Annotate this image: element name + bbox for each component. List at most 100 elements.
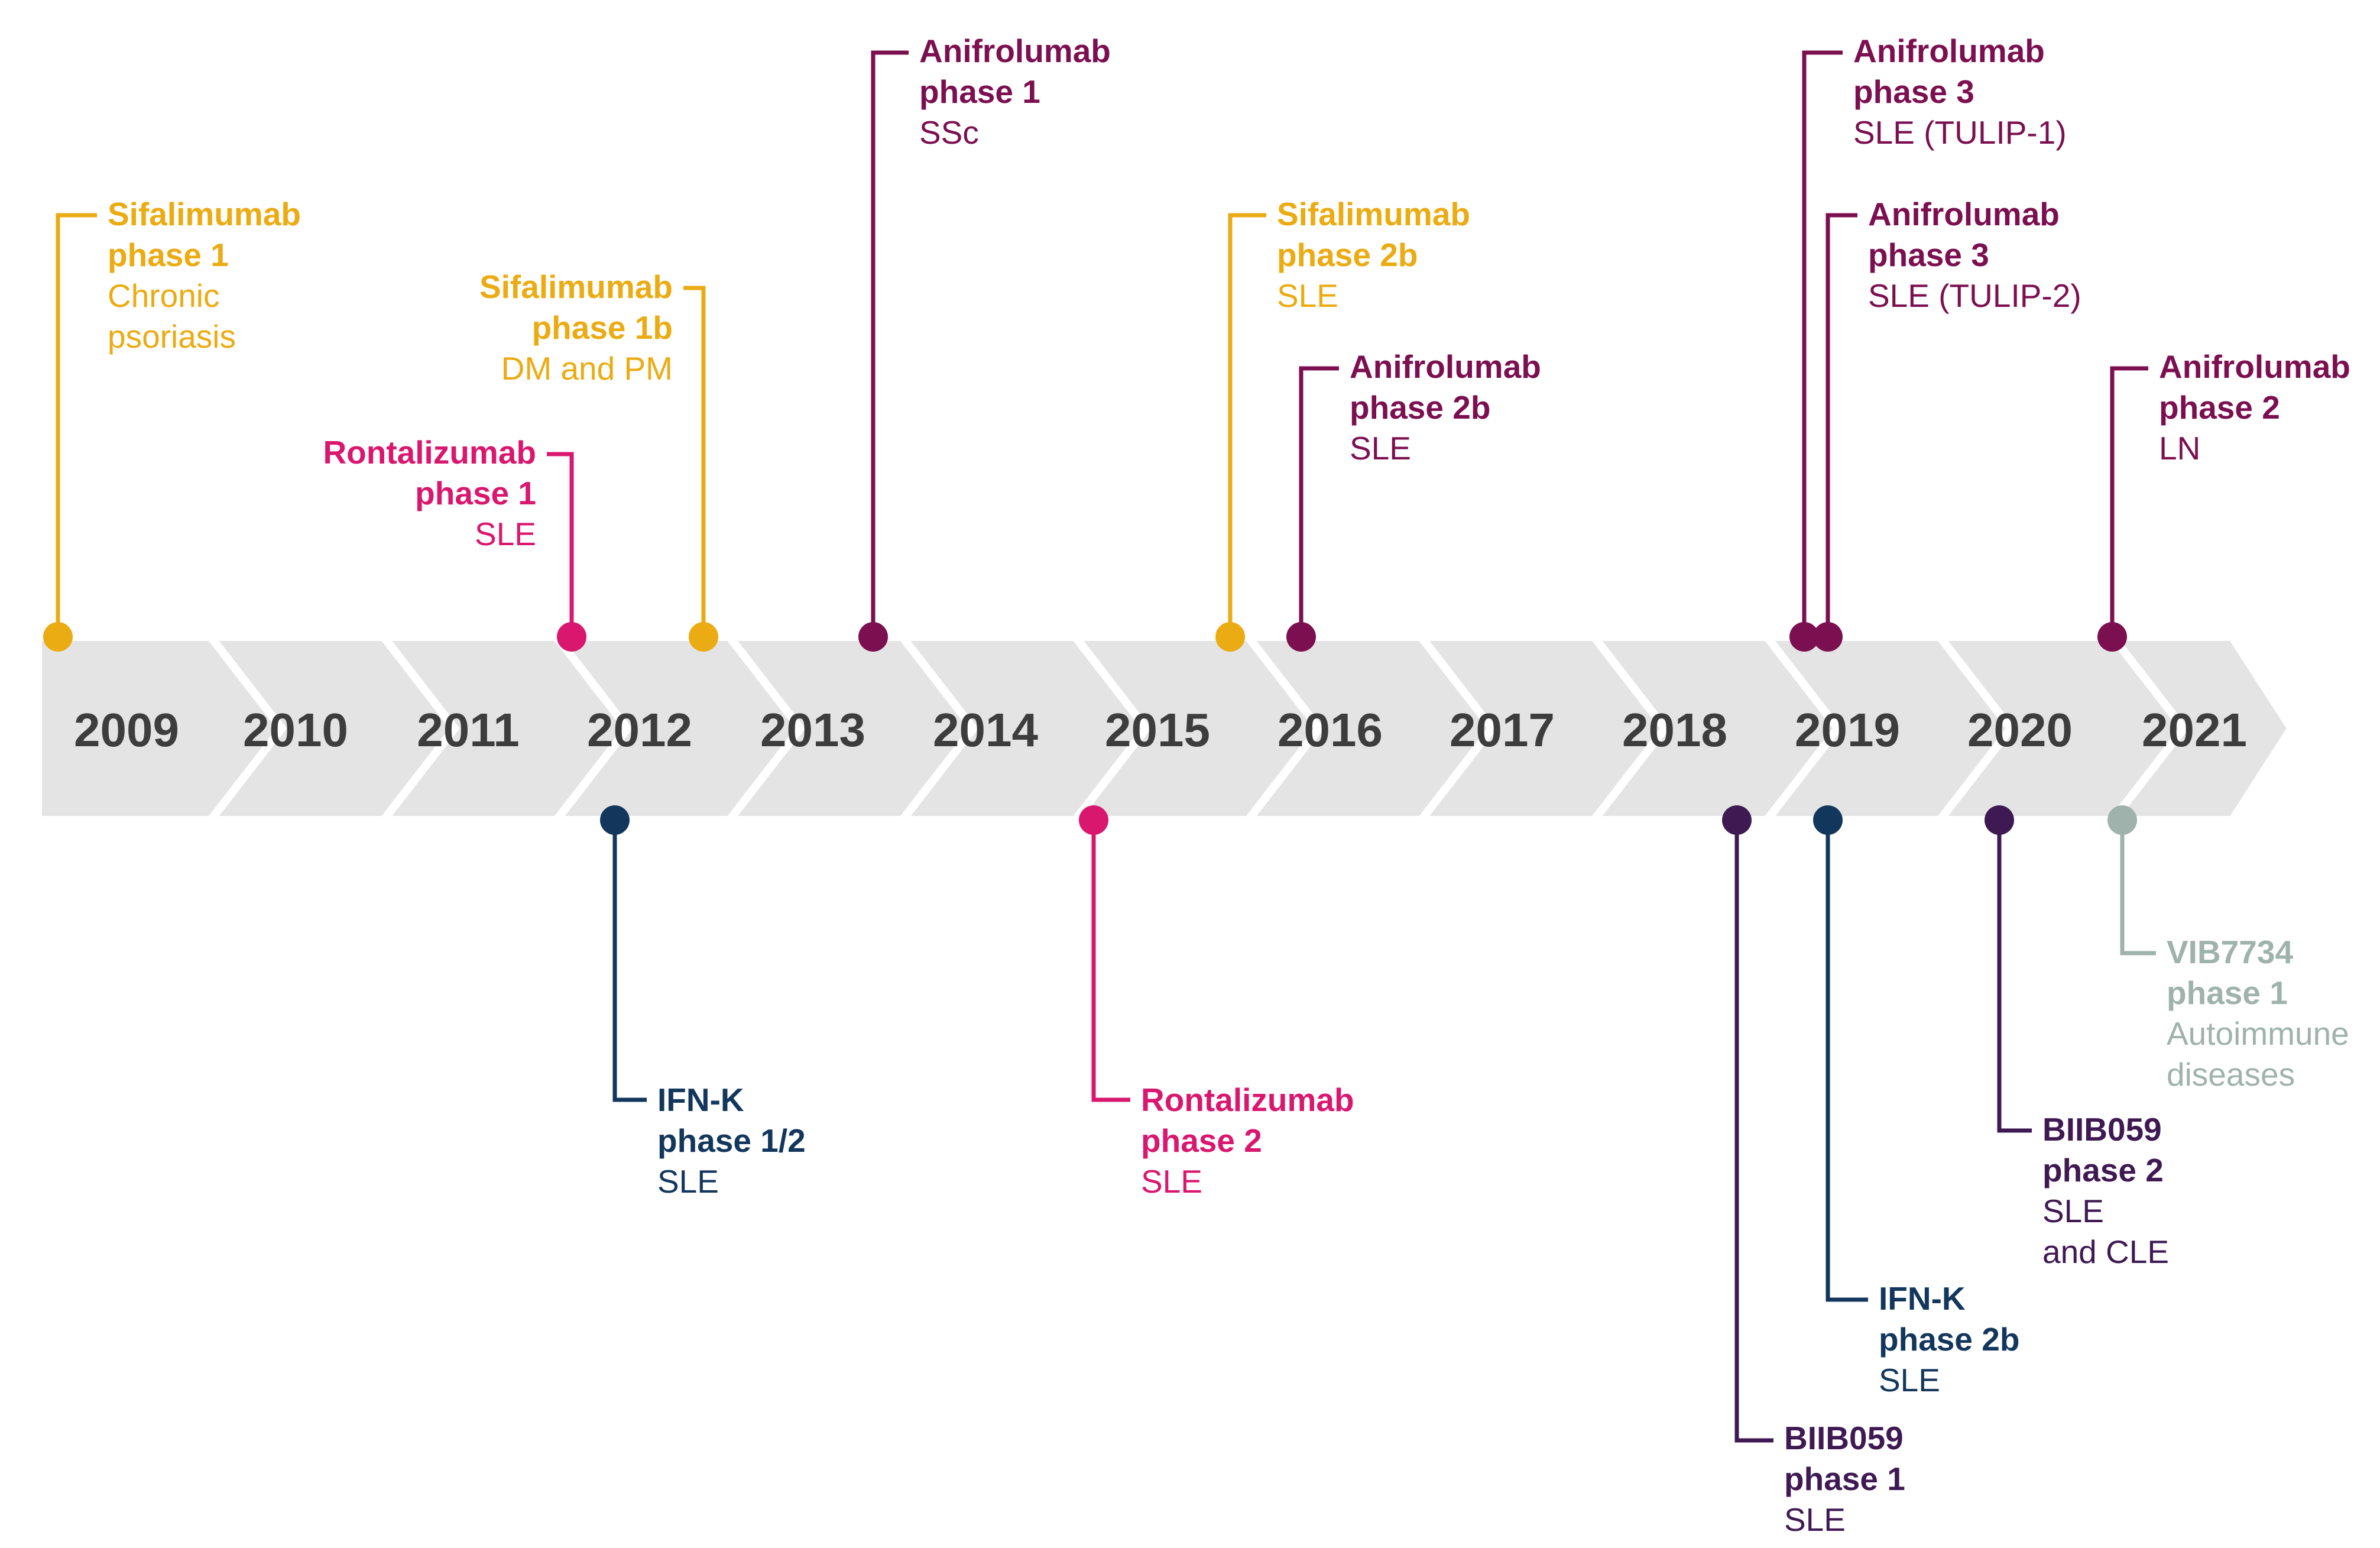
trial-phase: phase 1b	[531, 309, 673, 346]
trial-phase: phase 2	[2042, 1152, 2164, 1188]
indication: DM and PM	[501, 350, 673, 387]
indication: SLE	[2042, 1193, 2104, 1229]
year-label-2009: 2009	[74, 704, 179, 756]
milestone-dot-sifalimumab-ph2b	[1215, 622, 1245, 652]
connector-rontalizumab-ph1	[547, 452, 574, 637]
event-label-ifnk-ph2b: IFN-K phase 2b SLE	[1879, 1278, 2019, 1401]
trial-phase: phase 1	[108, 237, 229, 273]
indication: SLE	[1879, 1362, 1940, 1398]
indication: SLE	[475, 516, 536, 552]
drug-name: Sifalimumab	[1277, 196, 1471, 232]
event-label-anifrolumab-ph3-tulip1: Anifrolumab phase 3 SLE (TULIP-1)	[1853, 31, 2067, 153]
trial-phase: phase 1	[1784, 1460, 1905, 1497]
indication: SSc	[919, 114, 979, 151]
milestone-dot-anifrolumab-ph3-tulip1	[1789, 622, 1819, 652]
drug-name: IFN-K	[657, 1081, 744, 1118]
connector-sifalimumab-ph1	[56, 213, 97, 637]
year-label-2015: 2015	[1105, 704, 1210, 756]
indication: diseases	[2167, 1056, 2295, 1093]
event-label-biib059-ph2: BIIB059 phase 2 SLE and CLE	[2042, 1109, 2169, 1272]
connector-anifrolumab-ph2	[2110, 366, 2148, 637]
event-label-anifrolumab-ph2: Anifrolumab phase 2 LN	[2159, 346, 2350, 469]
milestone-dot-ifnk-ph2b	[1813, 805, 1843, 835]
year-label-2019: 2019	[1795, 704, 1900, 756]
event-label-sifalimumab-ph1: Sifalimumab phase 1 Chronic psoriasis	[108, 194, 301, 357]
connector-sifalimumab-ph2b	[1228, 213, 1266, 637]
milestone-dot-vib7734-ph1	[2107, 805, 2137, 835]
event-label-biib059-ph1: BIIB059 phase 1 SLE	[1784, 1418, 1905, 1540]
indication: SLE	[1350, 430, 1411, 467]
drug-name: Rontalizumab	[323, 434, 536, 471]
milestone-dot-sifalimumab-ph1b	[689, 622, 718, 652]
year-label-2016: 2016	[1277, 704, 1383, 756]
event-label-anifrolumab-ph1: Anifrolumab phase 1 SSc	[919, 31, 1111, 153]
year-label-2011: 2011	[417, 704, 520, 756]
connector-ifnk-ph12	[612, 820, 647, 1102]
connector-rontalizumab-ph2	[1091, 820, 1130, 1102]
indication: Chronic	[108, 277, 220, 314]
event-label-ifnk-ph12: IFN-K phase 1/2 SLE	[657, 1080, 806, 1202]
trial-phase: phase 3	[1853, 73, 1974, 110]
drug-name: Rontalizumab	[1141, 1081, 1354, 1118]
drug-name: Sifalimumab	[479, 268, 673, 305]
milestone-dot-anifrolumab-ph1	[858, 622, 888, 652]
indication: Autoimmune	[2167, 1015, 2349, 1052]
milestone-dot-rontalizumab-ph1	[557, 622, 586, 652]
trial-phase: phase 2	[1141, 1122, 1262, 1159]
milestone-dot-biib059-ph2	[1985, 805, 2014, 835]
connector-biib059-ph2	[1997, 820, 2032, 1133]
trial-phase: phase 1/2	[657, 1122, 806, 1159]
connector-vib7734-ph1	[2120, 820, 2156, 956]
drug-name: Anifrolumab	[1350, 348, 1541, 385]
year-label-2020: 2020	[1967, 704, 2073, 756]
trial-phase: phase 3	[1868, 237, 1989, 273]
indication: SLE	[1277, 277, 1338, 314]
drug-name: IFN-K	[1879, 1280, 1966, 1317]
milestone-dot-anifrolumab-ph2	[2097, 622, 2127, 652]
drug-name: Anifrolumab	[2159, 348, 2350, 385]
trial-phase: phase 1	[919, 73, 1040, 110]
drug-name: BIIB059	[1784, 1420, 1904, 1456]
trial-phase: phase 2	[2159, 389, 2280, 426]
indication: SLE	[1141, 1163, 1202, 1200]
indication: SLE	[657, 1163, 719, 1200]
event-label-rontalizumab-ph1: Rontalizumab phase 1 SLE	[323, 432, 536, 555]
indication: SLE (TULIP-1)	[1853, 114, 2067, 151]
year-label-2018: 2018	[1622, 704, 1727, 756]
indication: LN	[2159, 430, 2201, 467]
year-label-2021: 2021	[2142, 704, 2247, 756]
event-label-sifalimumab-ph1b: Sifalimumab phase 1b DM and PM	[479, 267, 673, 389]
milestone-dot-rontalizumab-ph2	[1079, 805, 1108, 835]
milestone-dot-anifrolumab-ph3-tulip2	[1813, 622, 1843, 652]
trial-phase: phase 2b	[1350, 389, 1491, 426]
year-label-2017: 2017	[1450, 704, 1555, 756]
milestone-dot-anifrolumab-ph2b	[1286, 622, 1316, 652]
indication: psoriasis	[108, 318, 236, 355]
connector-anifrolumab-ph3-tulip1	[1802, 50, 1843, 637]
milestone-dot-ifnk-ph12	[600, 805, 630, 835]
trial-phase: phase 2b	[1879, 1321, 2020, 1358]
event-label-anifrolumab-ph3-tulip2: Anifrolumab phase 3 SLE (TULIP-2)	[1868, 194, 2081, 316]
drug-name: Anifrolumab	[919, 33, 1111, 69]
drug-name: BIIB059	[2042, 1111, 2162, 1148]
indication: and CLE	[2042, 1233, 2170, 1270]
trial-phase: phase 2b	[1277, 237, 1418, 273]
drug-name: Anifrolumab	[1853, 33, 2045, 69]
milestone-dot-sifalimumab-ph1	[43, 622, 73, 652]
drug-name: Sifalimumab	[108, 196, 301, 232]
year-label-2014: 2014	[933, 704, 1038, 756]
event-label-sifalimumab-ph2b: Sifalimumab phase 2b SLE	[1277, 194, 1470, 316]
year-label-2010: 2010	[243, 704, 348, 756]
drug-name: VIB7734	[2167, 934, 2294, 970]
connector-anifrolumab-ph2b	[1299, 366, 1339, 637]
event-label-rontalizumab-ph2: Rontalizumab phase 2 SLE	[1141, 1080, 1354, 1202]
band-segment-2021	[2104, 633, 2297, 824]
connector-sifalimumab-ph1b	[683, 286, 706, 637]
drug-name: Anifrolumab	[1868, 196, 2060, 232]
year-label-2012: 2012	[587, 704, 692, 756]
connector-ifnk-ph2b	[1825, 820, 1868, 1302]
indication: SLE	[1784, 1501, 1846, 1538]
event-label-vib7734-ph1: VIB7734 phase 1 Autoimmune diseases	[2167, 932, 2349, 1095]
connector-anifrolumab-ph1	[871, 50, 909, 637]
